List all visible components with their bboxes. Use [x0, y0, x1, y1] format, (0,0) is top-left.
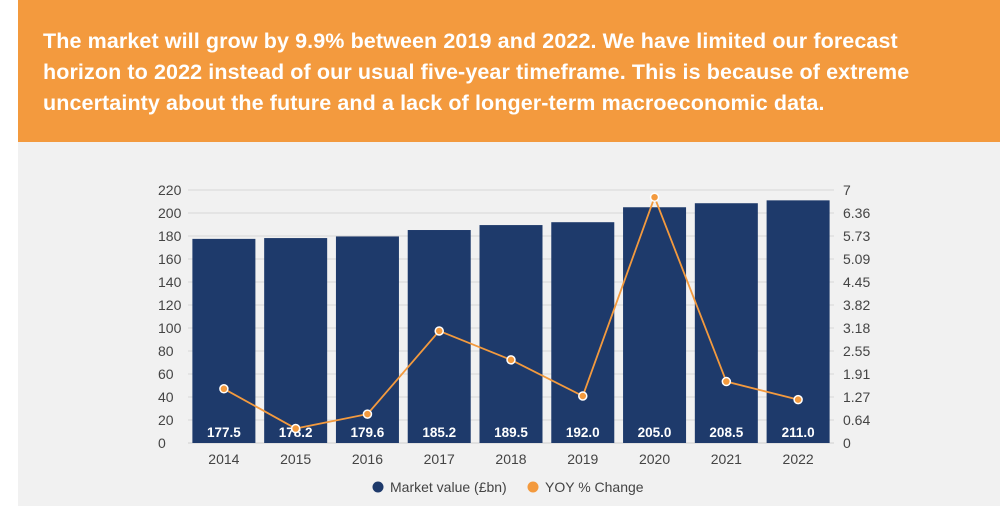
yoy-point — [434, 326, 444, 336]
bar-data-label: 185.2 — [422, 425, 456, 440]
x-tick: 2021 — [711, 451, 742, 467]
y-right-tick: 0.64 — [843, 412, 870, 428]
headline-text: The market will grow by 9.9% between 201… — [43, 29, 910, 115]
legend-label-market-value: Market value (£bn) — [390, 479, 507, 495]
bar — [766, 200, 830, 443]
bar — [551, 222, 615, 443]
y-right-tick: 4.45 — [843, 274, 870, 290]
yoy-point — [721, 376, 732, 387]
bar — [335, 236, 399, 443]
y-left-tick: 200 — [158, 205, 182, 221]
y-right-tick: 6.36 — [843, 205, 870, 221]
headline-banner: The market will grow by 9.9% between 201… — [18, 0, 1000, 142]
x-tick: 2019 — [567, 451, 598, 467]
x-tick: 2016 — [352, 451, 383, 467]
bar — [694, 203, 758, 443]
y-left-tick: 220 — [158, 182, 182, 198]
yoy-point — [793, 394, 803, 405]
x-tick: 2022 — [783, 451, 814, 467]
bar — [479, 225, 543, 443]
y-right-tick: 2.55 — [843, 343, 870, 359]
y-left-tick: 160 — [158, 251, 182, 267]
y-right-tick: 0 — [843, 435, 851, 451]
y-right-tick: 5.73 — [843, 228, 870, 244]
bar-data-label: 192.0 — [566, 425, 600, 440]
legend-marker-market-value — [372, 481, 384, 493]
y-right-tick: 1.27 — [843, 389, 870, 405]
y-right-tick: 5.09 — [843, 251, 870, 267]
bar-data-label: 205.0 — [638, 425, 672, 440]
y-left-tick: 80 — [158, 343, 174, 359]
y-left-tick: 180 — [158, 228, 182, 244]
y-left-tick: 120 — [158, 297, 182, 313]
yoy-point — [290, 423, 301, 434]
y-left-tick: 100 — [158, 320, 182, 336]
y-right-tick: 1.91 — [843, 366, 870, 382]
x-tick: 2018 — [495, 451, 526, 467]
bar — [192, 238, 256, 443]
yoy-point — [506, 355, 516, 365]
bar-data-label: 179.6 — [351, 425, 385, 440]
bar-data-label: 177.5 — [207, 425, 241, 440]
y-right-tick: 3.18 — [843, 320, 870, 336]
y-left-tick: 140 — [158, 274, 182, 290]
y-right-tick: 3.82 — [843, 297, 870, 313]
yoy-point — [649, 192, 660, 202]
x-tick: 2020 — [639, 451, 670, 467]
yoy-point — [362, 409, 373, 419]
bar — [623, 207, 687, 443]
yoy-point — [219, 384, 229, 394]
y-left-tick: 0 — [158, 435, 166, 451]
legend-label-yoy: YOY % Change — [545, 479, 644, 495]
bar-data-label: 211.0 — [782, 425, 815, 440]
bar — [407, 230, 471, 443]
legend-marker-yoy — [527, 481, 539, 493]
yoy-point — [578, 391, 588, 401]
y-left-tick: 20 — [158, 412, 174, 428]
x-tick: 2015 — [280, 451, 311, 467]
x-tick: 2017 — [424, 451, 455, 467]
y-right-tick: 7 — [843, 182, 851, 198]
y-left-tick: 60 — [158, 366, 174, 382]
x-tick: 2014 — [208, 451, 239, 467]
bar-data-label: 189.5 — [494, 425, 528, 440]
bar-data-label: 208.5 — [709, 425, 743, 440]
bar — [264, 238, 328, 443]
y-left-tick: 40 — [158, 389, 174, 405]
